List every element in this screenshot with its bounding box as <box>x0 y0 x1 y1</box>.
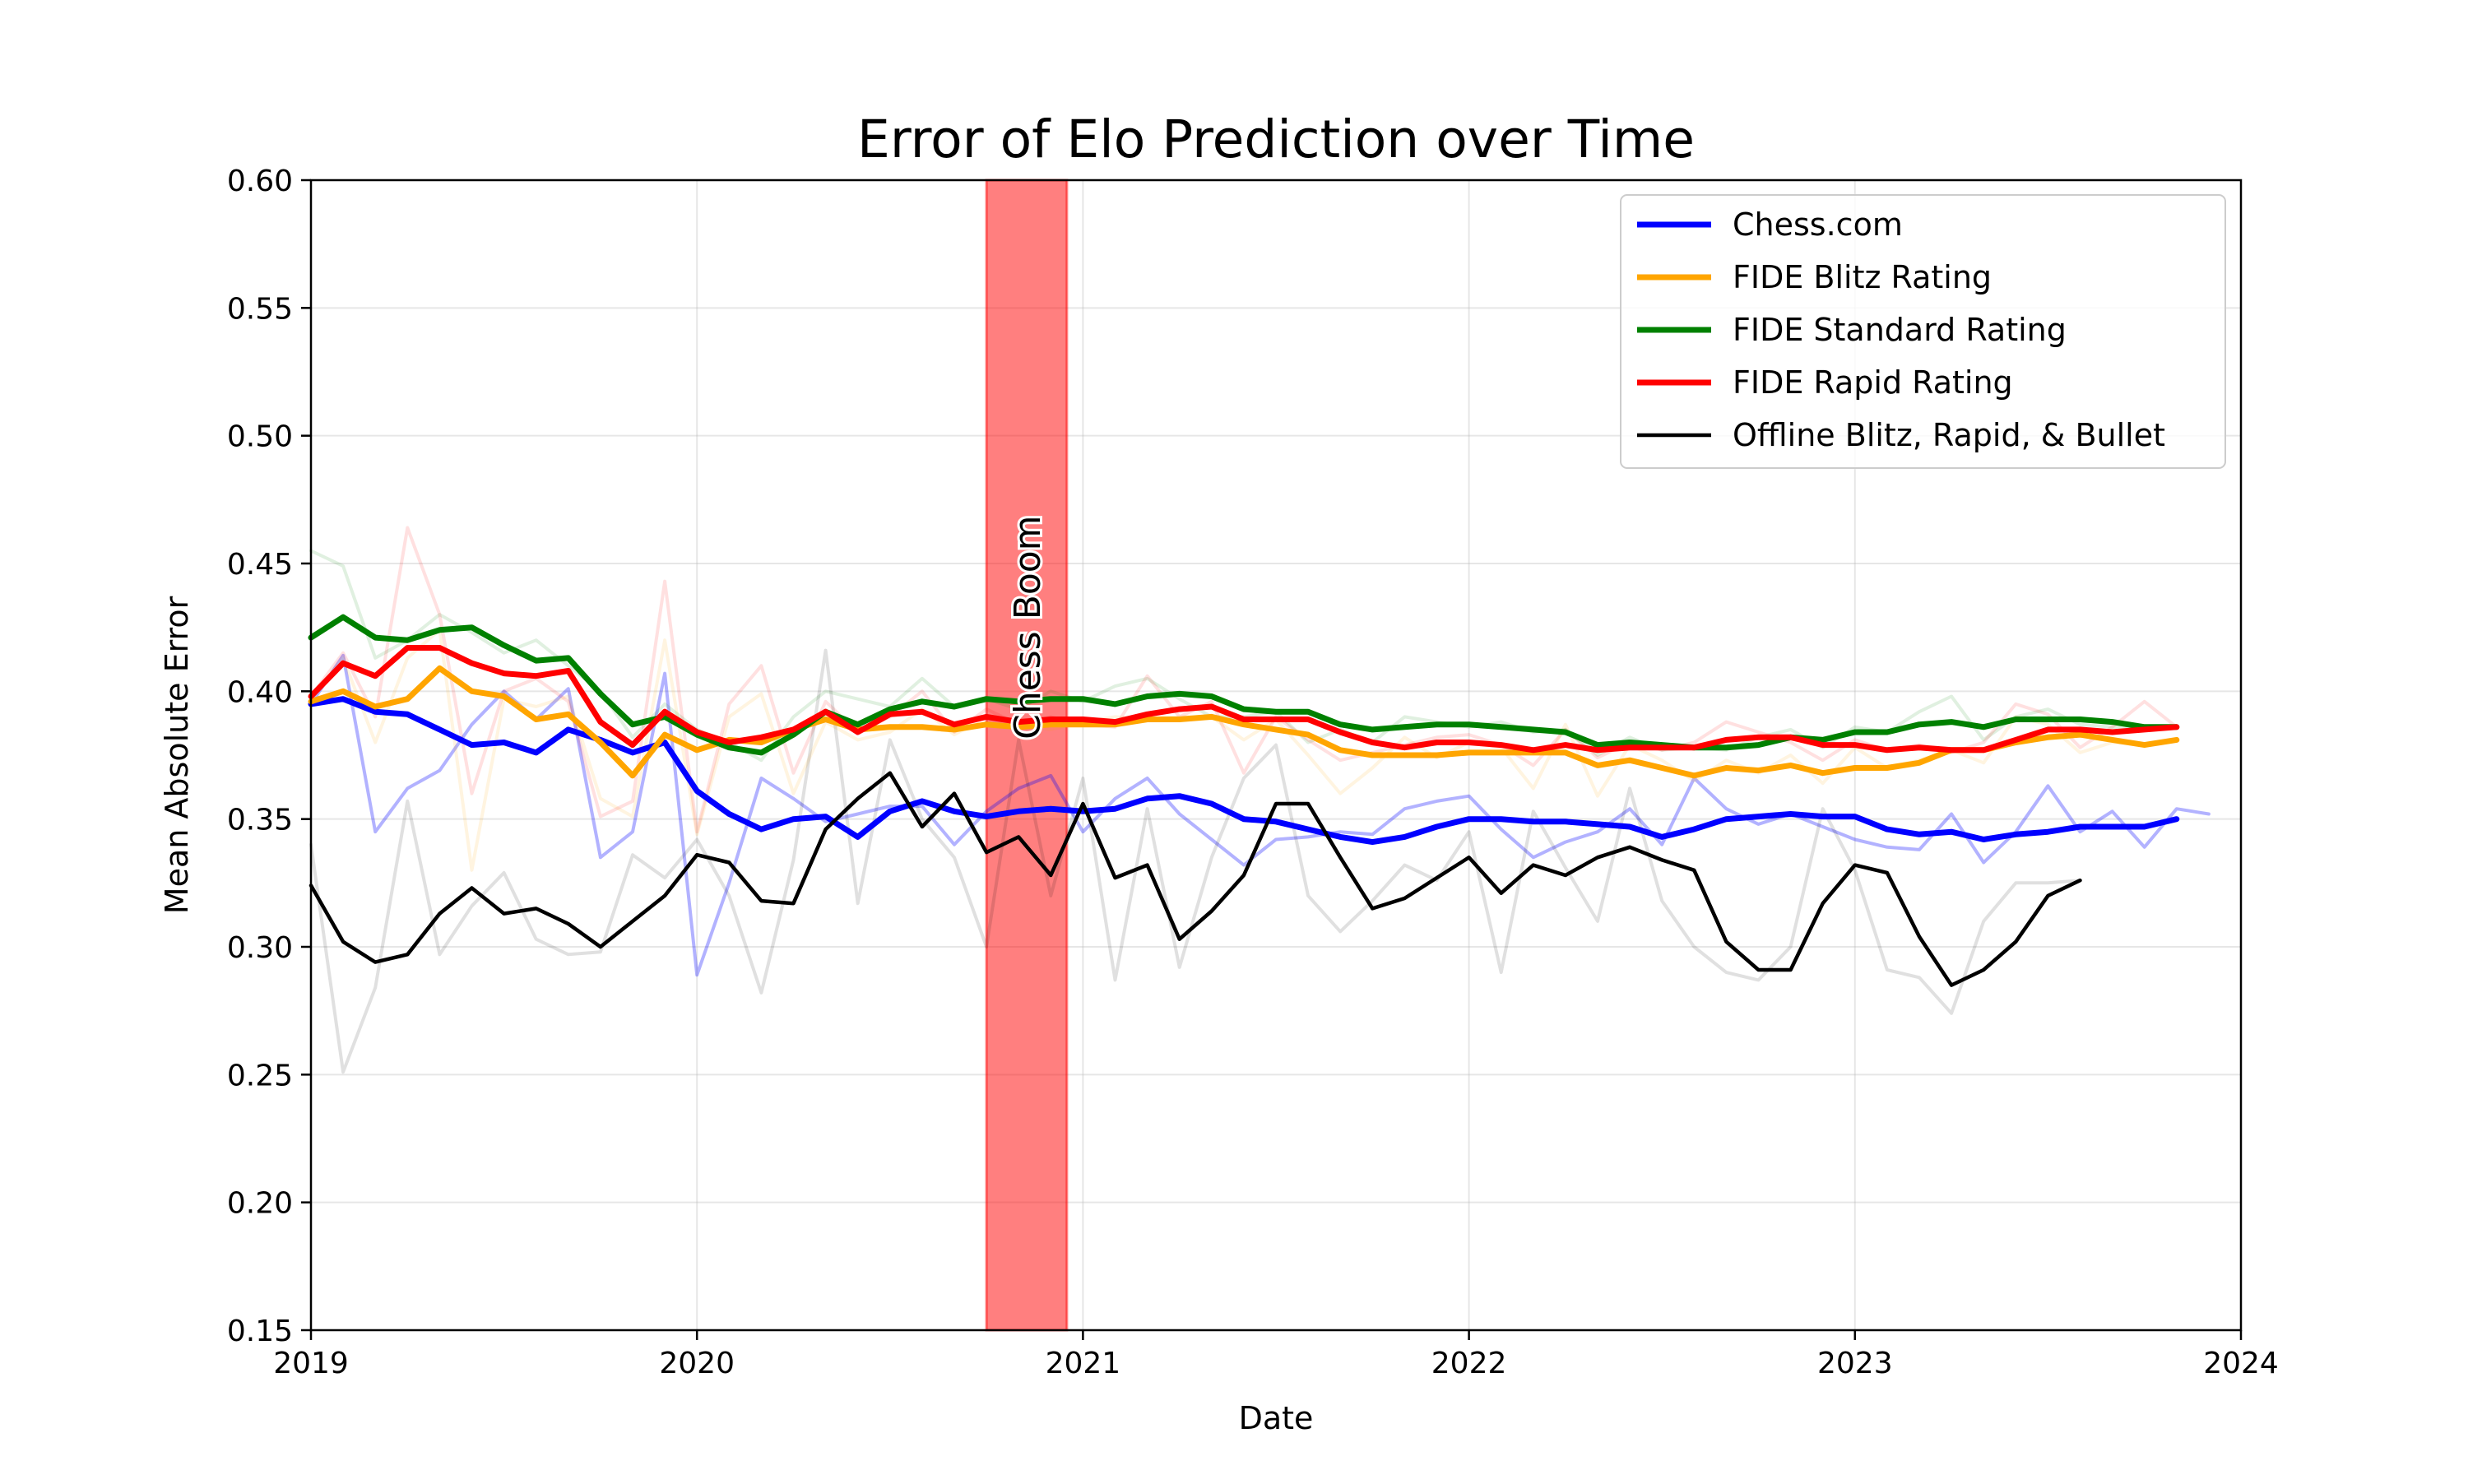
chart-title: Error of Elo Prediction over Time <box>857 109 1695 169</box>
x-tick-label: 2023 <box>1817 1347 1893 1380</box>
x-tick-label: 2020 <box>659 1347 735 1380</box>
x-tick-label: 2022 <box>1431 1347 1507 1380</box>
x-axis-label: Date <box>1239 1400 1314 1436</box>
x-tick-label: 2021 <box>1046 1347 1121 1380</box>
y-tick-label: 0.60 <box>227 165 293 198</box>
plot-frame <box>309 179 2243 1332</box>
y-tick-label: 0.15 <box>227 1315 293 1348</box>
series-line-offline-blitz-rapid-bullet <box>308 771 2082 987</box>
legend-items: Chess.com FIDE Blitz Rating FIDE Standard … <box>1637 206 2165 453</box>
raw-line-offline-blitz-rapid-bullet <box>309 648 2082 1074</box>
legend-label-chess-com: Chess.com <box>1733 206 1903 243</box>
y-axis-ticks: 0.15 0.20 0.25 0.30 0.35 0.40 0.45 0.50 0.55 0.60 <box>227 165 311 1348</box>
raw-line-fide-blitz-rating <box>309 628 2178 872</box>
y-tick-label: 0.30 <box>227 931 293 965</box>
legend-box <box>1620 194 2226 469</box>
series-line-chess-com <box>308 696 2180 846</box>
chess-boom-band <box>985 179 1069 1332</box>
y-tick-label: 0.35 <box>227 804 293 837</box>
x-axis-ticks: 2019 2020 2021 2022 2023 2024 <box>273 1330 2279 1380</box>
legend-label-fide-rapid-rating: FIDE Rapid Rating <box>1733 364 2013 401</box>
y-axis-label: Mean Absolute Error <box>159 596 195 914</box>
y-tick-label: 0.45 <box>227 548 293 582</box>
legend-label-offline-blitz-rapid-bullet: Offline Blitz, Rapid, & Bullet <box>1733 417 2165 453</box>
x-tick-label: 2019 <box>273 1347 349 1380</box>
smoothed-series-lines <box>308 614 2180 987</box>
raw-line-fide-rapid-rating <box>309 526 2178 834</box>
chess-boom-label: Chess Boom <box>1007 515 1049 739</box>
legend-label-fide-standard-rating: FIDE Standard Rating <box>1733 312 2067 348</box>
series-line-fide-blitz-rating <box>308 665 2180 779</box>
y-tick-label: 0.55 <box>227 292 293 326</box>
raw-line-chess-com <box>309 653 2211 977</box>
x-tick-label: 2024 <box>2203 1347 2279 1380</box>
annotation-band-group <box>985 179 1069 1332</box>
y-tick-label: 0.25 <box>227 1059 293 1092</box>
series-line-fide-rapid-rating <box>308 645 2180 754</box>
legend-label-fide-blitz-rating: FIDE Blitz Rating <box>1733 259 1992 295</box>
legend: Chess.com FIDE Blitz Rating FIDE Standard … <box>1620 194 2226 469</box>
y-tick-label: 0.20 <box>227 1187 293 1221</box>
y-tick-label: 0.50 <box>227 420 293 454</box>
y-tick-label: 0.40 <box>227 675 293 709</box>
series-line-fide-standard-rating <box>308 614 2180 756</box>
